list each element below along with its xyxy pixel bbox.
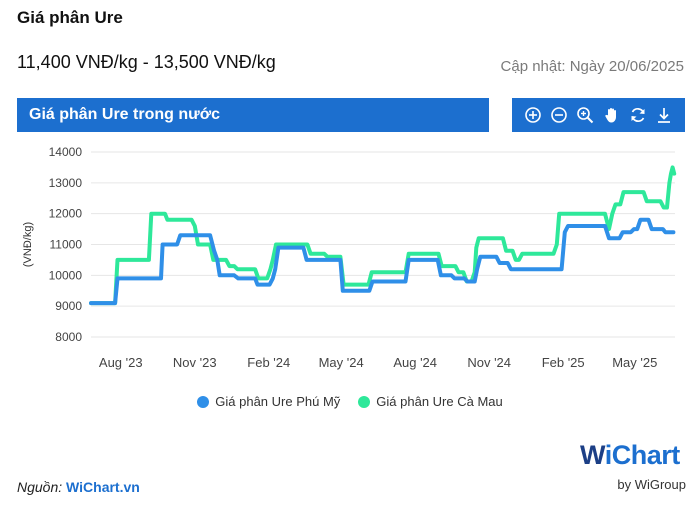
legend-item-phu-my[interactable]: Giá phân Ure Phú Mỹ xyxy=(197,394,340,409)
series-line-phu-my xyxy=(89,217,676,306)
legend-dot-phu-my xyxy=(197,395,210,408)
x-tick-label: Feb '25 xyxy=(542,355,585,370)
x-tick-label: Aug '23 xyxy=(99,355,143,370)
y-tick-label: 10000 xyxy=(49,268,83,282)
page-title: Giá phân Ure xyxy=(17,8,123,27)
y-tick-label: 11000 xyxy=(50,238,83,252)
reset-icon[interactable] xyxy=(628,105,648,125)
y-tick-label: 13000 xyxy=(49,176,83,190)
source-note: Nguồn: WiChart.vn xyxy=(17,479,140,495)
wichart-logo: WiChart by WiGroup xyxy=(580,440,688,495)
pan-hand-icon[interactable] xyxy=(602,105,622,125)
chart-toolbar xyxy=(512,98,685,132)
x-tick-label: May '25 xyxy=(612,355,657,370)
x-tick-label: Aug '24 xyxy=(393,355,437,370)
x-tick-label: May '24 xyxy=(319,355,364,370)
legend-dot-ca-mau xyxy=(358,395,371,408)
logo-subtitle: by WiGroup xyxy=(617,477,686,492)
legend-label-ca-mau: Giá phân Ure Cà Mau xyxy=(376,394,503,409)
price-line-chart: 14000 13000 12000 11000 10000 9000 8000 (VNĐ/kg… xyxy=(22,145,677,370)
y-tick-label: 14000 xyxy=(49,145,83,159)
zoom-out-icon[interactable] xyxy=(549,105,569,125)
logo-wordmark: WiChart xyxy=(580,440,680,470)
x-tick-label: Nov '24 xyxy=(467,355,511,370)
source-label: Nguồn: xyxy=(17,479,63,495)
series-line-ca-mau xyxy=(89,165,677,306)
magnify-icon[interactable] xyxy=(575,105,595,125)
x-tick-label: Nov '23 xyxy=(173,355,217,370)
y-tick-label: 8000 xyxy=(55,330,82,344)
legend-item-ca-mau[interactable]: Giá phân Ure Cà Mau xyxy=(358,394,503,409)
y-tick-label: 12000 xyxy=(49,207,83,221)
x-tick-label: Feb '24 xyxy=(247,355,290,370)
source-link[interactable]: WiChart.vn xyxy=(66,479,140,495)
price-range: 11,400 VNĐ/kg - 13,500 VNĐ/kg xyxy=(17,52,276,72)
y-tick-label: 9000 xyxy=(55,299,82,313)
y-axis-label: (VNĐ/kg) xyxy=(22,222,34,267)
download-icon[interactable] xyxy=(654,105,674,125)
update-date: Cập nhật: Ngày 20/06/2025 xyxy=(500,58,684,75)
panel-title: Giá phân Ure trong nước xyxy=(17,98,489,132)
zoom-in-icon[interactable] xyxy=(523,105,543,125)
chart-legend: Giá phân Ure Phú Mỹ Giá phân Ure Cà Mau xyxy=(0,394,700,409)
legend-label-phu-my: Giá phân Ure Phú Mỹ xyxy=(215,394,341,409)
